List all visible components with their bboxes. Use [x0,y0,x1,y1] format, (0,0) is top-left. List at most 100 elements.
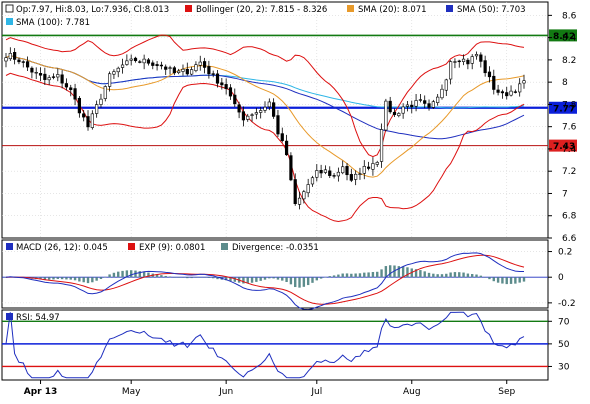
divergence-bar [142,271,146,278]
divergence-bar [186,277,189,279]
price-y-tick-label: 7.4 [562,145,577,155]
candle-body [220,82,224,86]
divergence-bar [155,274,159,278]
price-level-label: 7.77 [553,104,575,114]
divergence-bar [453,272,457,278]
candle-body [449,61,453,80]
candle-body [354,173,358,180]
sma50-legend-swatch [446,5,453,12]
divergence-bar [440,274,444,278]
candle-body [427,103,431,108]
macd-legend-text: MACD (26, 12): 0.045 [16,243,108,253]
candle-body [60,74,64,84]
price-y-tick-label: 6.6 [562,234,577,244]
divergence-bar [91,277,94,283]
divergence-bar [224,277,228,281]
candle-body [116,67,120,73]
candle-body [138,61,142,63]
divergence-bar [449,272,452,278]
divergence-bar [194,277,198,278]
divergence-bar [255,277,258,282]
divergence-bar [358,273,362,278]
candle-body [280,133,284,141]
candle-body [8,53,12,60]
divergence-bar [376,271,379,278]
divergence-bar [388,265,392,278]
divergence-bar [125,270,129,278]
candle-body [366,166,371,169]
ohlc-legend-text: Op:7.97, Hi:8.03, Lo:7.936, Cl:8.013 [16,5,169,15]
candle-body [82,113,86,118]
price-y-tick-label: 7.8 [562,100,577,110]
price-y-tick-label: 6.8 [562,212,577,222]
candle-body [509,90,513,96]
candle-body [302,191,306,200]
divergence-bar [108,274,111,278]
rsi-panel-frame [1,309,549,381]
macd-y-tick-label: 0.2 [558,248,572,258]
candle-body [90,113,94,128]
divergence-bar [289,277,293,285]
candle-body [496,89,500,93]
price-level-label: 7.43 [553,142,575,152]
candle-body [64,83,69,88]
candle-body [414,100,418,107]
divergence-bar [47,277,51,280]
divergence-bar [345,273,349,278]
divergence-bar [337,274,340,278]
candle-body [522,80,526,84]
divergence-bar [39,277,42,280]
candle-body [259,110,263,113]
candle-body [172,67,176,74]
candle-body [133,57,138,62]
candle-body [4,57,8,62]
divergence-bar [458,272,461,278]
candle-body [284,140,289,156]
candle-body [73,88,77,100]
candle-body [185,68,189,75]
candle-body [211,73,215,75]
macd-legend-swatch [6,243,13,250]
x-tick-label: Jul [310,387,322,397]
rsi-legend-swatch [6,313,13,320]
price-candles [4,47,526,210]
divergence-bar [522,277,526,282]
divergence-bar [471,274,474,278]
divergence-bar [73,277,77,281]
divergence-bar [52,277,55,280]
candle-body [431,101,435,108]
candle-body [328,170,332,176]
candle-body [168,67,172,69]
candle-body [263,106,267,111]
candle-body [453,61,457,63]
price-y-tick-label: 8.4 [562,34,577,44]
divergence-bar [298,277,301,288]
x-tick-label: Sep [498,387,515,397]
divergence-bar [436,274,439,278]
divergence-bar [311,277,314,283]
divergence-bar [488,277,491,280]
candle-body [198,61,202,66]
divergence-bar [173,277,176,278]
candle-body [254,112,258,115]
price-y-tick-label: 7.2 [562,167,576,177]
divergence-bar [177,277,180,278]
ohlc-legend-swatch [5,4,14,13]
candle-body [392,111,397,115]
price-panel: 8.42 7.77 7.43 6.6 6.8 7 7.2 7.4 7.6 7.8 8 8.2 8.4 8… [1,1,577,380]
divergence-bar [4,277,8,278]
candle-body [151,62,155,66]
candle-body [289,155,293,181]
x-tick-label: Aug [403,387,421,397]
candle-body [310,177,315,185]
divergence-bar [509,277,513,284]
divergence-bar [518,277,521,283]
divergence-bar [190,277,193,279]
candle-body [51,76,56,78]
divergence-bar [203,277,206,278]
candle-body [341,166,345,174]
divergence-bar [233,277,236,282]
divergence-bar [168,276,172,278]
candle-body [319,170,323,174]
